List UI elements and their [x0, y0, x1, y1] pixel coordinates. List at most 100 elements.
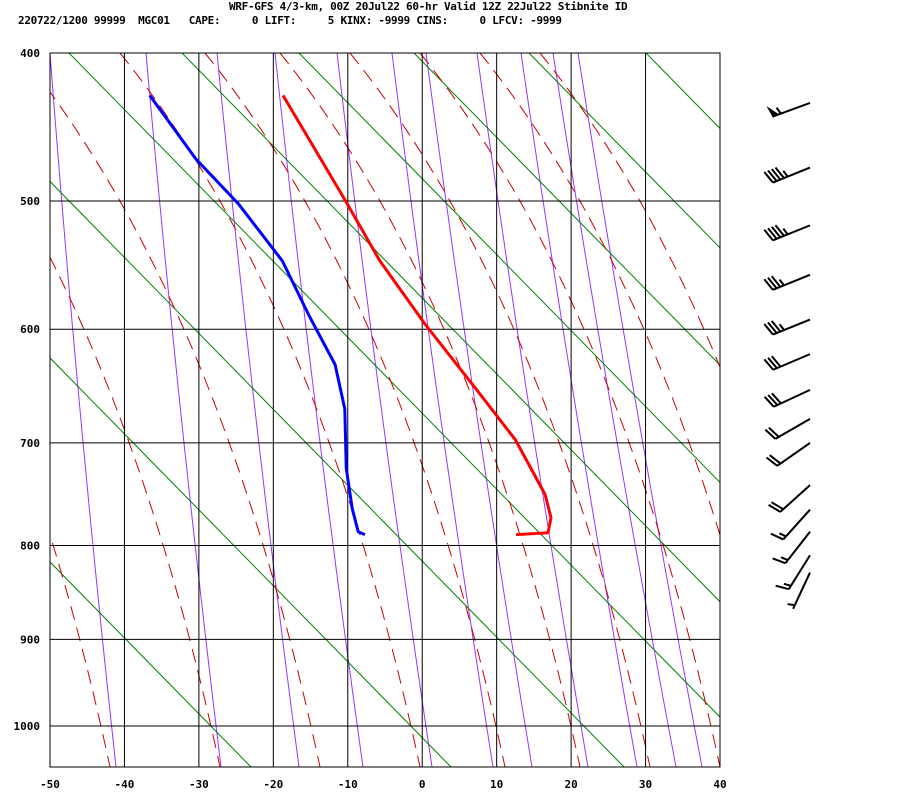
wind-barb-feather	[763, 323, 774, 336]
wind-barb-feather	[764, 428, 777, 440]
wind-barb-staff	[773, 388, 811, 408]
wind-barb-staff	[787, 554, 811, 590]
wind-barb-feather	[765, 456, 778, 467]
sounding-indices: 220722/1200 99999 MGC01 CAPE: 0 LIFT: 5 …	[18, 14, 562, 27]
wind-barb-half-feather	[787, 603, 795, 607]
wind-barb-feather	[771, 392, 782, 405]
x-tick-label: 20	[564, 778, 577, 791]
moist-adiabat-line	[349, 53, 651, 767]
x-tick-label: 0	[419, 778, 426, 791]
wind-barb-half-feather	[783, 582, 792, 587]
mixing-ratio-line	[577, 53, 703, 767]
wind-barb-half-feather	[778, 532, 787, 538]
x-tick-label: 30	[639, 778, 652, 791]
dry-adiabat-line	[645, 53, 720, 130]
y-tick-label: 1000	[14, 720, 41, 733]
wind-barb-feather	[767, 277, 778, 289]
x-tick-label: 10	[490, 778, 503, 791]
dry-adiabat-line	[50, 180, 625, 767]
plot-frame	[49, 52, 721, 768]
wind-barb-feather	[769, 454, 782, 465]
moist-adiabat-line	[279, 53, 581, 767]
wind-barb-staff	[779, 484, 811, 513]
wind-barb-feather	[767, 321, 778, 334]
moist-adiabat-line	[479, 53, 720, 537]
mixing-ratio-line	[216, 53, 300, 767]
wind-barb-feather	[774, 224, 785, 237]
y-tick-label: 900	[20, 633, 40, 646]
x-tick-label: 40	[713, 778, 726, 791]
mixing-ratio-line	[274, 53, 364, 767]
wind-barb-feather	[763, 396, 775, 408]
mixing-ratio-line	[391, 53, 494, 767]
moist-adiabat-line	[50, 256, 221, 767]
dewpoint-profile	[148, 94, 366, 537]
dry-adiabat-line	[50, 357, 452, 767]
wind-barb-feather	[770, 320, 782, 333]
x-tick-label: -40	[115, 778, 135, 791]
wind-barb	[763, 166, 811, 184]
dry-adiabat-line	[68, 53, 720, 718]
moist-adiabat-line	[50, 533, 111, 767]
wind-barb	[772, 531, 811, 565]
wind-barb	[766, 102, 811, 118]
x-tick-label: -30	[189, 778, 209, 791]
mixing-ratio-line	[145, 53, 222, 767]
dry-adiabat-line	[528, 53, 720, 249]
wind-barb-staff	[772, 318, 811, 336]
wind-barb-staff	[784, 531, 811, 564]
wind-barb-staff	[776, 442, 811, 467]
wind-barb-feather	[763, 171, 774, 184]
mixing-ratio-line	[520, 53, 638, 767]
y-tick-label: 700	[20, 437, 40, 450]
wind-barb	[763, 224, 811, 242]
wind-barb-feather	[770, 226, 782, 238]
wind-barb-half-feather	[778, 323, 785, 331]
chart-title: WRF-GFS 4/3-km, 00Z 20Jul22 60-hr Valid …	[229, 0, 628, 13]
wind-barb-half-feather	[775, 107, 782, 115]
moist-adiabat-line	[539, 53, 720, 369]
wind-barb-feather	[763, 358, 774, 371]
wind-barb-staff	[772, 166, 811, 184]
y-tick-label: 500	[20, 195, 40, 208]
wind-barb-feather	[771, 501, 784, 511]
wind-barb-feather	[767, 357, 778, 369]
wind-barb	[775, 554, 811, 591]
wind-barb	[765, 442, 811, 467]
wind-barb-half-feather	[782, 170, 789, 178]
moist-adiabat-line	[50, 91, 321, 767]
wind-barb-feather	[767, 394, 779, 406]
wind-barb-feather	[771, 355, 782, 368]
dry-adiabat-line	[413, 53, 720, 366]
wind-barb-feather	[763, 278, 774, 291]
x-tick-label: -20	[263, 778, 283, 791]
mixing-ratio-line	[336, 53, 433, 767]
wind-barb-pennant	[766, 106, 779, 117]
wind-barb-feather	[768, 504, 781, 513]
y-tick-label: 800	[20, 540, 40, 553]
wind-barb-staff	[774, 418, 811, 440]
wind-barb-staff	[772, 353, 811, 371]
wind-barb-feather	[770, 532, 784, 541]
wind-barb	[787, 572, 811, 610]
wind-barb	[763, 388, 811, 408]
wind-barb	[763, 353, 811, 371]
wind-barb-feather	[772, 557, 786, 565]
wind-barb-feather	[770, 275, 782, 288]
wind-barb-half-feather	[782, 228, 789, 235]
wind-barb	[764, 418, 811, 440]
wind-barb-staff	[772, 224, 811, 242]
y-tick-label: 400	[20, 47, 40, 60]
wind-barb-staff	[772, 273, 811, 291]
temperature-profile	[281, 94, 553, 537]
x-tick-label: -50	[40, 778, 60, 791]
moist-adiabat-line	[419, 53, 720, 767]
wind-barb-feather	[767, 169, 778, 182]
moist-adiabat-line	[119, 53, 421, 767]
wind-barb-feather	[763, 229, 774, 241]
mixing-ratio-line	[50, 53, 117, 767]
dry-adiabat-line	[50, 561, 252, 767]
moist-adiabat-line	[204, 53, 506, 767]
x-tick-label: -10	[338, 778, 358, 791]
